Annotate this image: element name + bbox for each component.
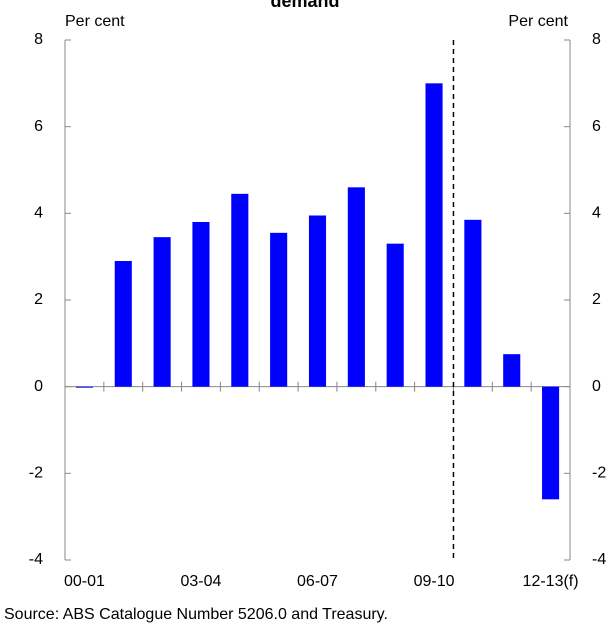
bar [231, 193, 249, 387]
y2-tick-label: 4 [592, 205, 601, 222]
bar [386, 243, 404, 387]
bar [347, 187, 365, 387]
bar [270, 232, 288, 387]
y2-tick-label: 6 [592, 118, 601, 135]
bar [192, 222, 210, 387]
y-tick-label: 8 [34, 31, 43, 48]
y2-tick-label: -4 [592, 551, 606, 568]
y2-tick-label: 8 [592, 31, 601, 48]
bar [425, 83, 443, 387]
bar [153, 237, 171, 387]
x-tick-label: 03-04 [181, 573, 222, 590]
y2-tick-label: 0 [592, 378, 601, 395]
bar [308, 215, 327, 387]
y-tick-label: 6 [34, 118, 43, 135]
y-axis-label: Per cent [65, 13, 125, 30]
x-tick-label: 12-13(f) [523, 573, 579, 590]
bar [75, 386, 93, 388]
y-tick-label: -2 [29, 465, 43, 482]
source-note: Source: ABS Catalogue Number 5206.0 and … [4, 606, 388, 623]
bar [542, 386, 560, 500]
y-tick-label: 0 [34, 378, 43, 395]
y2-tick-label: 2 [592, 291, 601, 308]
y2-tick-label: -2 [592, 465, 606, 482]
y2-axis-label: Per cent [508, 13, 568, 30]
y-tick-label: 2 [34, 291, 43, 308]
x-tick-label: 06-07 [297, 573, 338, 590]
bar [503, 354, 521, 387]
bar [114, 261, 132, 387]
x-tick-label: 00-01 [64, 573, 105, 590]
bar [464, 219, 482, 387]
y-tick-label: 4 [34, 205, 43, 222]
x-tick-label: 09-10 [414, 573, 455, 590]
y-tick-label: -4 [29, 551, 43, 568]
chart-title: demand [270, 0, 339, 11]
